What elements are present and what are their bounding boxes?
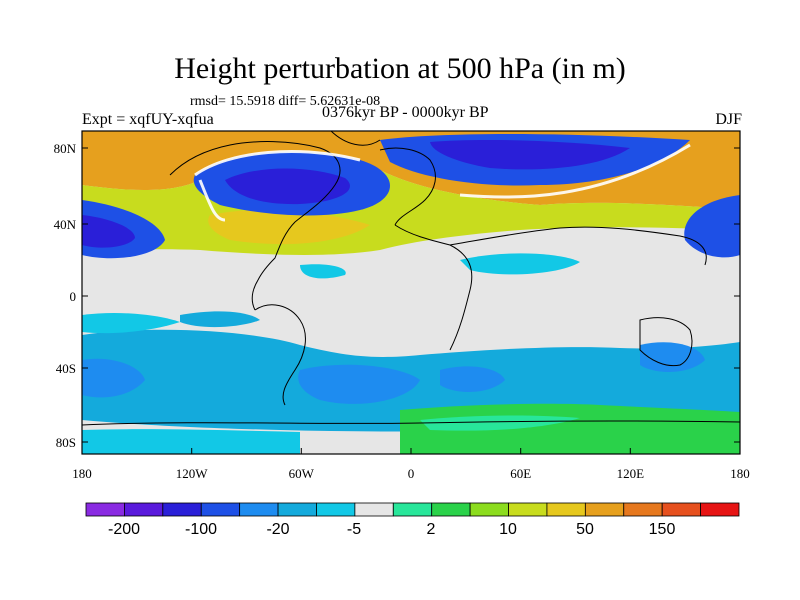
map-panel [82,131,740,454]
colorbar-labels: -200 -100 -20 -5 2 10 50 150 [108,521,675,538]
colorbar-label: 50 [576,521,594,538]
colorbar-swatch [124,502,164,517]
field-south-blue-dark2 [82,358,145,398]
field-south-blue-dark4 [640,342,705,372]
x-tick-180-right: 180 [730,466,750,481]
x-tick-120w: 120W [176,466,209,481]
colorbar-label: 2 [427,521,436,538]
colorbar-swatch [239,502,279,517]
season-label: DJF [715,111,742,128]
period-label: 0376kyr BP - 0000kyr BP [322,104,489,121]
colorbar-label: -100 [185,521,217,538]
map-title: Height perturbation at 500 hPa (in m) [174,52,626,85]
x-axis [81,448,741,454]
x-tick-180-left: 180 [72,466,92,481]
colorbar-label: -200 [108,521,140,538]
y-tick-40s: 40S [56,361,76,376]
field-antarctic-teal [420,415,580,431]
field-south-light2 [180,311,260,328]
field-tropic-2 [300,264,346,279]
field-north-gold [208,209,370,245]
colorbar-swatch [431,502,471,517]
colorbar-swatch [316,502,356,517]
field-pacific-low-east [684,195,740,258]
field-south-blue-dark3 [440,366,505,392]
coastlines [82,131,740,426]
colorbar-swatch [700,502,740,517]
colorbar-label: 10 [499,521,517,538]
field-antarctic-light [82,429,300,454]
field-arctic-core [430,140,630,170]
y-tick-80s: 80S [56,435,76,450]
colorbar-swatch [392,502,433,517]
colorbar-swatch [623,502,663,517]
colorbar-swatch [469,502,509,517]
field-na-low-core [225,168,350,205]
colorbar-swatch [85,502,125,517]
x-tick-0: 0 [408,466,415,481]
y-tick-40n: 40N [54,217,77,232]
colorbar-label: -5 [347,521,361,538]
colorbar-swatch [354,502,394,517]
stats-text: rmsd= 15.5918 diff= 5.62631e-08 [190,94,381,109]
colorbar-swatch [200,502,241,517]
y-tick-0: 0 [70,289,77,304]
y-tick-80n: 80N [54,141,77,156]
zero-contours [194,143,691,222]
field-south-light [82,312,180,334]
x-tick-120e: 120E [617,466,645,481]
colorbar-label: 150 [649,521,676,538]
x-tick-60e: 60E [510,466,531,481]
colorbar [85,502,740,517]
colorbar-swatch [546,502,586,517]
field-pacific-low-west-core [82,215,135,248]
colorbar-label: -20 [266,521,289,538]
colorbar-swatch [162,502,202,517]
colorbar-swatch [584,502,625,517]
colorbar-swatch [508,502,548,517]
colorbar-swatch [661,502,701,517]
field-south-blue-dark [298,364,420,404]
field-tropic-1 [460,253,580,275]
colorbar-swatch [277,502,317,517]
experiment-label: Expt = xqfUY-xqfua [82,111,214,128]
y-axis [82,147,740,443]
x-tick-60w: 60W [289,466,315,481]
